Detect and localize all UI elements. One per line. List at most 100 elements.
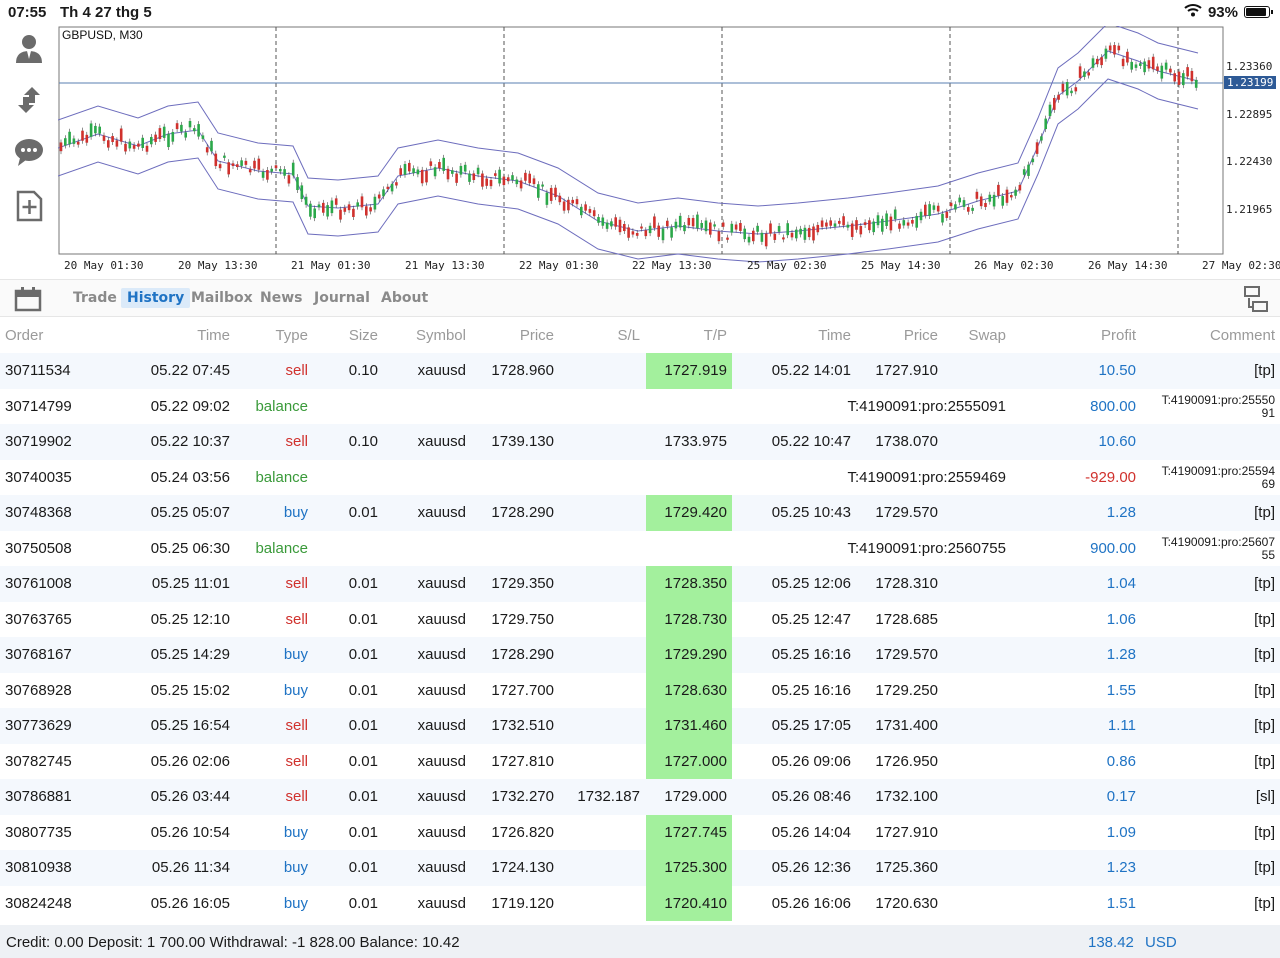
candle-body	[455, 173, 458, 183]
chat-icon[interactable]	[8, 132, 50, 172]
order-cell: 30786881	[5, 788, 72, 806]
history-table: Order Time Type Size Symbol Price S/L T/…	[0, 317, 1280, 921]
table-row[interactable]: 30761008 05.25 11:01 sell 0.01 xauusd 1729.35…	[0, 566, 1280, 602]
candle-body	[1035, 142, 1039, 154]
candle-body	[390, 183, 394, 192]
candle-body	[730, 223, 734, 233]
candle-body	[373, 196, 377, 210]
x-tick-label: 20 May 01:30	[64, 259, 144, 272]
table-row[interactable]: 30748368 05.25 05:07 buy 0.01 xauusd 1728.290…	[0, 495, 1280, 531]
candle-body	[661, 228, 665, 241]
candle-body	[132, 145, 136, 149]
swap-cell	[944, 495, 1006, 531]
tab-trade[interactable]: Trade	[73, 290, 117, 306]
candle-body	[236, 164, 239, 168]
candle-body	[145, 145, 149, 152]
candle-body	[1065, 82, 1069, 96]
time-cell: 05.25 11:01	[151, 575, 230, 593]
col-order[interactable]: Order	[5, 326, 44, 344]
col-profit[interactable]: Profit	[1100, 326, 1136, 344]
col-close-time[interactable]: Time	[818, 326, 851, 344]
candle-body	[162, 126, 166, 138]
candle-body	[279, 168, 282, 172]
candle-body	[984, 203, 987, 208]
candle-body	[623, 224, 626, 232]
close-time-cell: 05.26 12:36	[771, 859, 851, 877]
candle-body	[549, 187, 553, 201]
table-row[interactable]: 30714799 05.22 09:02 balance T:4190091:pro:…	[0, 389, 1280, 425]
profit-cell: 10.60	[1098, 433, 1136, 451]
candle-body	[446, 168, 450, 180]
candle-body	[795, 229, 798, 239]
x-tick-label: 21 May 01:30	[291, 259, 371, 272]
price-chart[interactable]: GBPUSD, M30 20 May 01:30 20 May 13:30 21 M…	[58, 26, 1280, 276]
layout-toggle-icon[interactable]	[1243, 285, 1269, 318]
table-row[interactable]: 30711534 05.22 07:45 sell 0.10 xauusd 1728.96…	[0, 353, 1280, 389]
candle-body	[244, 160, 248, 165]
tab-news[interactable]: News	[260, 290, 303, 306]
close-time-cell: 05.25 16:16	[771, 681, 851, 699]
candle-body	[653, 216, 656, 228]
tab-about[interactable]: About	[381, 290, 429, 306]
type-cell: balance	[255, 397, 308, 415]
close-price-cell: 1727.910	[875, 362, 938, 380]
candle-body	[833, 223, 837, 227]
balance-note-cell: T:4190091:pro:2560755	[847, 539, 1006, 557]
x-tick-label: 22 May 01:30	[519, 259, 599, 272]
candle-body	[588, 209, 592, 213]
col-close-price[interactable]: Price	[903, 326, 938, 344]
account-icon[interactable]	[8, 28, 50, 68]
table-row[interactable]: 30763765 05.25 12:10 sell 0.01 xauusd 1729.75…	[0, 601, 1280, 637]
candle-body	[627, 227, 630, 238]
candle-body	[696, 214, 699, 229]
candle-body	[1031, 158, 1035, 163]
candle-body	[253, 160, 256, 169]
close-time-cell: 05.22 10:47	[771, 433, 851, 451]
col-tp[interactable]: T/P	[703, 326, 727, 344]
col-swap[interactable]: Swap	[968, 326, 1006, 344]
table-row[interactable]: 30786881 05.26 03:44 sell 0.01 xauusd 1732.27…	[0, 779, 1280, 815]
col-symbol[interactable]: Symbol	[415, 326, 466, 344]
candle-body	[1143, 61, 1146, 73]
price-cell: 1732.510	[491, 717, 554, 735]
candle-body	[739, 223, 742, 231]
candle-body	[494, 173, 497, 176]
table-row[interactable]: 30768167 05.25 14:29 buy 0.01 xauusd 1728.290…	[0, 637, 1280, 673]
tab-journal[interactable]: Journal	[314, 290, 370, 306]
comment-text: T:4190091:pro:25607 55	[1161, 535, 1275, 563]
tab-history[interactable]: History	[121, 288, 191, 308]
col-comment[interactable]: Comment	[1209, 326, 1275, 344]
bollinger-upper	[58, 26, 1199, 207]
y-tick-label: 1.22430	[1226, 155, 1273, 168]
col-time[interactable]: Time	[197, 326, 230, 344]
col-price[interactable]: Price	[519, 326, 554, 344]
candle-body	[1164, 62, 1168, 70]
col-sl[interactable]: S/L	[617, 326, 640, 344]
new-order-icon[interactable]	[8, 186, 50, 226]
table-row[interactable]: 30807735 05.26 10:54 buy 0.01 xauusd 1726.820…	[0, 814, 1280, 850]
candle-body	[979, 196, 983, 207]
candle-body	[1096, 58, 1099, 65]
table-row[interactable]: 30740035 05.24 03:56 balance T:4190091:pro:…	[0, 460, 1280, 496]
candle-body	[610, 221, 613, 227]
swap-cell	[944, 353, 1006, 389]
col-type[interactable]: Type	[275, 326, 308, 344]
price-cell: 1727.810	[491, 752, 554, 770]
table-row[interactable]: 30810938 05.26 11:34 buy 0.01 xauusd 1724.130…	[0, 850, 1280, 886]
calendar-icon[interactable]	[14, 286, 42, 317]
table-row[interactable]: 30768928 05.25 15:02 buy 0.01 xauusd 1727.700…	[0, 672, 1280, 708]
table-row[interactable]: 30750508 05.25 06:30 balance T:4190091:pro:…	[0, 531, 1280, 567]
table-row[interactable]: 30824248 05.26 16:05 buy 0.01 xauusd 1719.120…	[0, 885, 1280, 921]
candle-body	[201, 135, 205, 139]
tab-mailbox[interactable]: Mailbox	[191, 290, 253, 306]
time-cell: 05.25 15:02	[150, 681, 230, 699]
candle-body	[296, 177, 299, 191]
trade-arrows-icon[interactable]	[8, 80, 50, 120]
col-size[interactable]: Size	[348, 326, 378, 344]
table-row[interactable]: 30773629 05.25 16:54 sell 0.01 xauusd 1732.51…	[0, 708, 1280, 744]
candle-body	[403, 164, 407, 175]
table-row[interactable]: 30782745 05.26 02:06 sell 0.01 xauusd 1727.81…	[0, 743, 1280, 779]
chart-canvas[interactable]	[58, 26, 1280, 276]
table-row[interactable]: 30719902 05.22 10:37 sell 0.10 xauusd 1739.13…	[0, 424, 1280, 460]
size-cell: 0.01	[348, 823, 378, 841]
